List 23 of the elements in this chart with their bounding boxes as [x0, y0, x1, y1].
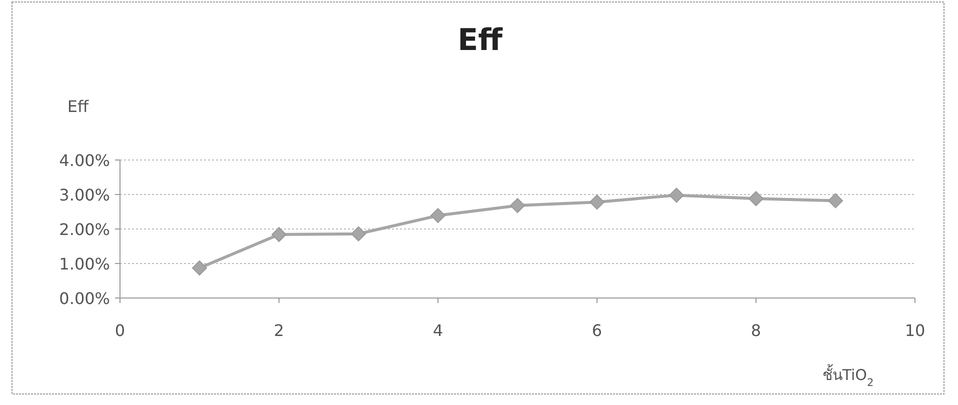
point: [430, 208, 446, 224]
chart-title: Eff: [458, 23, 504, 58]
x-tick-label: 10: [904, 321, 926, 340]
point: [272, 227, 286, 242]
point: [192, 260, 207, 276]
x-tick-label: 6: [592, 321, 602, 340]
x-tick-label: 0: [114, 321, 126, 340]
x-tick-label: 8: [750, 321, 762, 340]
y-tick-label: 1.00%: [59, 254, 110, 274]
y-tick-label: 2.00%: [59, 220, 110, 239]
point: [748, 191, 764, 206]
point: [669, 188, 684, 203]
point: [590, 194, 604, 210]
y-tick-label: 3.00%: [59, 186, 110, 204]
x-axis-title: ชั้นTiO$_{2}$: [822, 364, 874, 389]
x-tick-label: 2: [274, 321, 284, 340]
y-tick-label: 0.00%: [59, 289, 110, 308]
x-tick-label: 4: [432, 321, 444, 340]
y-axis-title: Eff: [67, 97, 90, 116]
point: [351, 226, 366, 242]
point: [828, 193, 843, 208]
y-tick-label: 4.00%: [59, 151, 110, 170]
point: [510, 198, 525, 214]
